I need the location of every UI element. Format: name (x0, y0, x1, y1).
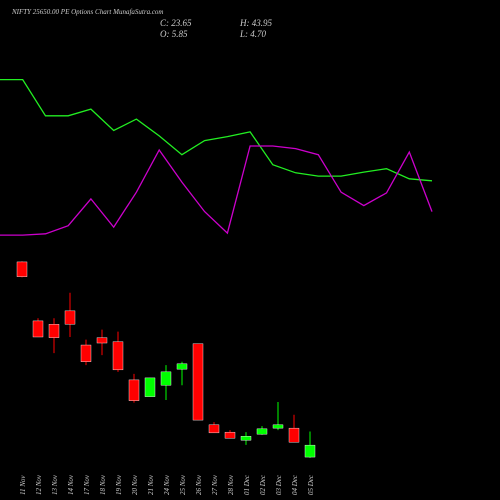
x-tick-label: 01 Dec (243, 474, 251, 495)
indicator-line (0, 78, 433, 182)
candle-body (176, 363, 188, 370)
x-tick-label: 02 Dec (259, 474, 267, 495)
x-tick-label: 13 Nov (51, 474, 59, 495)
ohlc-label: C: 23.65 (160, 18, 192, 28)
x-tick-label: 12 Nov (35, 474, 43, 495)
x-tick-label: 21 Nov (147, 474, 155, 495)
candle-body (224, 431, 236, 439)
candle-body (208, 424, 220, 434)
x-tick-label: 05 Dec (307, 474, 315, 495)
candle-body (272, 424, 284, 429)
x-tick-label: 17 Nov (83, 474, 91, 495)
x-tick-label: 27 Nov (211, 474, 219, 495)
x-tick-label: 18 Nov (99, 474, 107, 495)
chart-title: NIFTY 25650.00 PE Options Chart MunafaSu… (11, 8, 163, 16)
candle-body (80, 344, 92, 362)
x-tick-label: 26 Nov (195, 474, 203, 495)
candle-body (96, 337, 108, 344)
x-tick-label: 19 Nov (115, 474, 123, 495)
candle-body (64, 310, 76, 325)
candle-body (256, 428, 268, 435)
candle-body (144, 377, 156, 397)
x-tick-label: 03 Dec (275, 474, 283, 495)
candle-body (128, 379, 140, 401)
candle-body (288, 427, 300, 443)
ohlc-label: L: 4.70 (239, 29, 267, 39)
x-tick-label: 14 Nov (67, 474, 75, 495)
candle-body (240, 435, 252, 441)
candle-body (16, 261, 28, 277)
candle-body (304, 444, 316, 458)
indicator-line (0, 145, 433, 236)
candle-body (32, 320, 44, 338)
x-tick-label: 11 Nov (19, 475, 27, 495)
x-tick-label: 25 Nov (179, 474, 187, 495)
x-tick-label: 24 Nov (163, 474, 171, 495)
candle-body (112, 341, 124, 371)
ohlc-label: H: 43.95 (239, 18, 272, 28)
candle-body (192, 343, 204, 421)
candle-body (160, 371, 172, 386)
x-tick-label: 28 Nov (227, 474, 235, 495)
candle-body (48, 324, 60, 338)
x-tick-label: 04 Dec (291, 474, 299, 495)
x-tick-label: 20 Nov (131, 474, 139, 495)
ohlc-label: O: 5.85 (160, 29, 188, 39)
